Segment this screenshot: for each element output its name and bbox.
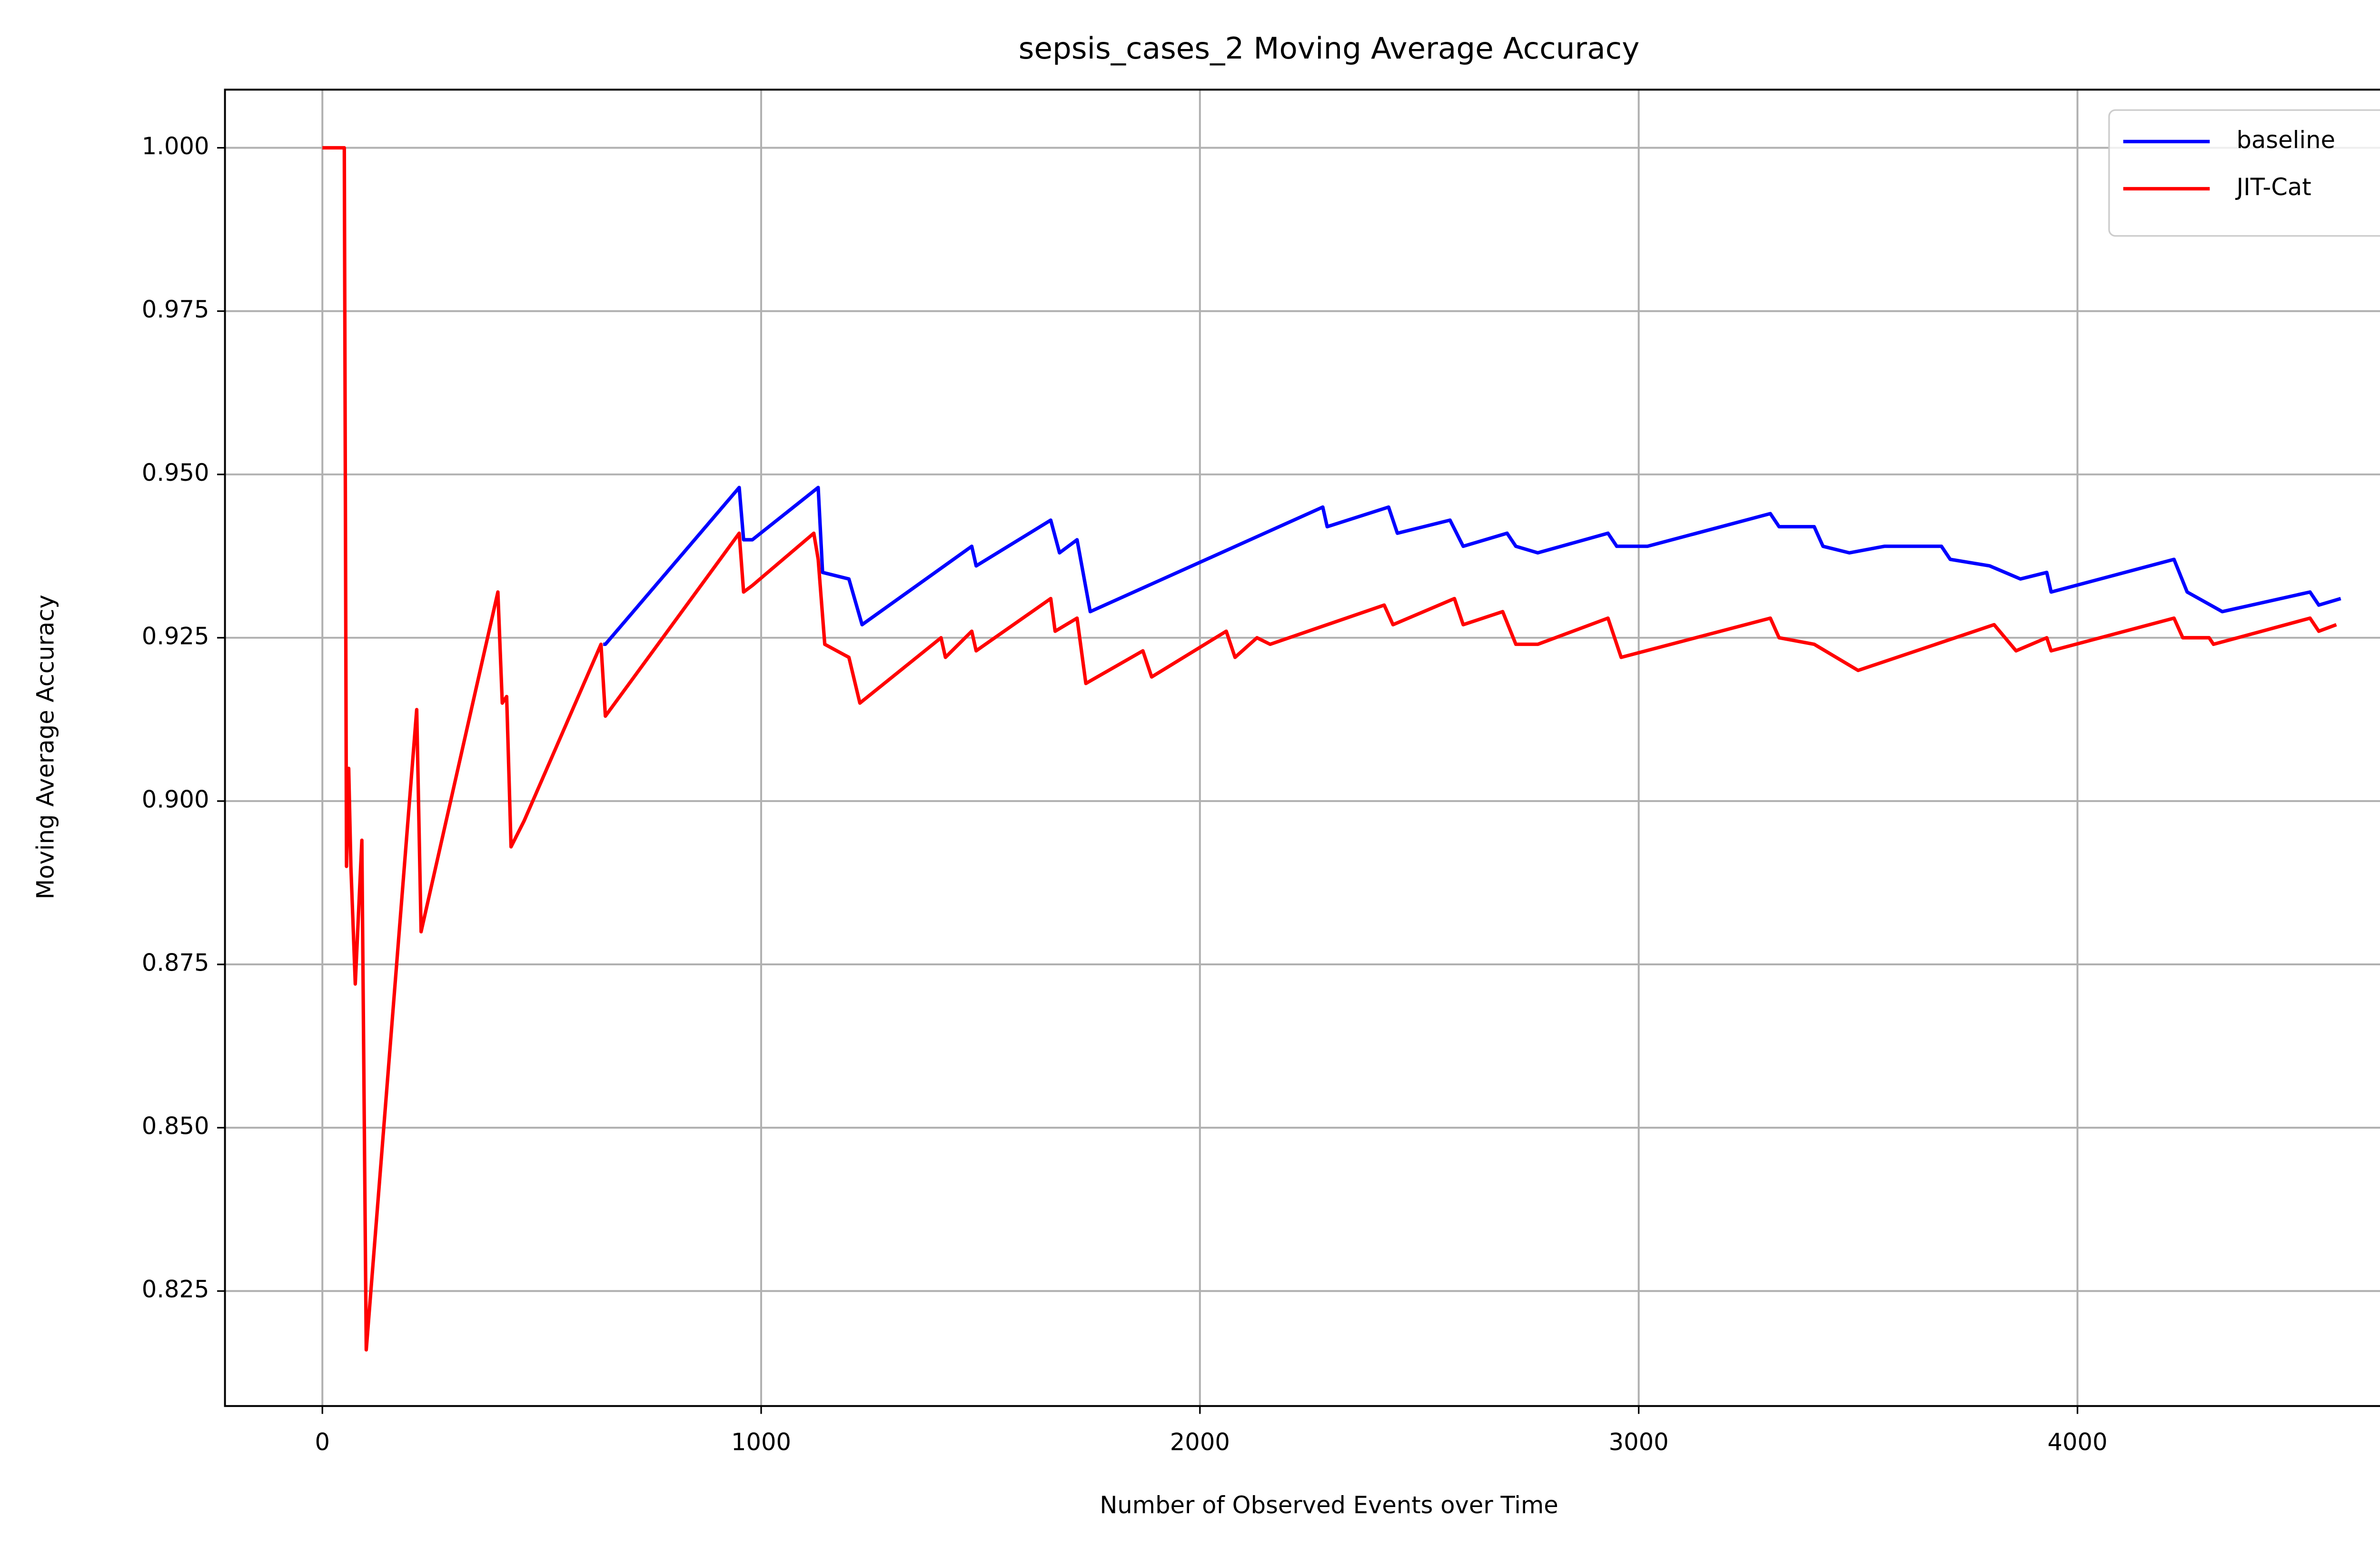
y-tick-label: 0.950 [142, 459, 209, 486]
legend-label: baseline [2236, 126, 2335, 154]
y-axis-label: Moving Average Accuracy [32, 595, 60, 899]
series-line [603, 486, 2341, 646]
y-tick-label: 0.825 [142, 1276, 209, 1303]
x-tick-label: 1000 [731, 1428, 791, 1456]
y-tick-label: 0.900 [142, 785, 209, 813]
plot-frame [224, 89, 2380, 1407]
chart-title: sepsis_cases_2 Moving Average Accuracy [1019, 31, 1640, 66]
y-tick-label: 0.925 [142, 622, 209, 650]
series-line [322, 146, 2337, 1352]
x-tick-label: 0 [315, 1428, 330, 1456]
x-tick-label: 2000 [1170, 1428, 1230, 1456]
x-axis-label: Number of Observed Events over Time [1100, 1491, 1558, 1519]
y-tick-label: 0.875 [142, 949, 209, 977]
y-tick-label: 0.850 [142, 1112, 209, 1140]
legend-label: JIT-Cat [2235, 173, 2311, 201]
x-tick-label: 4000 [2047, 1428, 2107, 1456]
y-tick-label: 1.000 [142, 132, 209, 160]
x-tick-label: 3000 [1609, 1428, 1669, 1456]
legend: baseline JIT-Cat [2108, 109, 2380, 237]
y-tick-label: 0.975 [142, 296, 209, 323]
